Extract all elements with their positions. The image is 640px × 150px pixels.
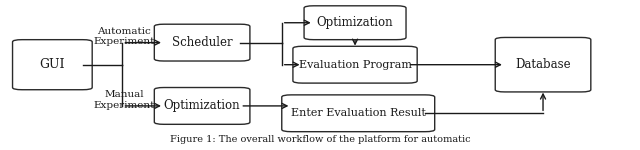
- Text: Optimization: Optimization: [317, 16, 394, 29]
- Text: Manual
Experiment: Manual Experiment: [93, 90, 155, 110]
- Text: Scheduler: Scheduler: [172, 36, 232, 49]
- FancyBboxPatch shape: [304, 6, 406, 40]
- Text: Figure 1: The overall workflow of the platform for automatic: Figure 1: The overall workflow of the pl…: [170, 135, 470, 144]
- Text: GUI: GUI: [40, 58, 65, 71]
- Text: Optimization: Optimization: [164, 99, 241, 112]
- Text: Automatic
Experiment: Automatic Experiment: [93, 27, 155, 46]
- FancyBboxPatch shape: [154, 24, 250, 61]
- Text: Evaluation Program: Evaluation Program: [298, 60, 412, 70]
- FancyBboxPatch shape: [282, 95, 435, 132]
- Text: Enter Evaluation Result: Enter Evaluation Result: [291, 108, 426, 118]
- Text: Database: Database: [515, 58, 571, 71]
- FancyBboxPatch shape: [13, 40, 92, 90]
- FancyBboxPatch shape: [293, 46, 417, 83]
- FancyBboxPatch shape: [495, 38, 591, 92]
- FancyBboxPatch shape: [154, 87, 250, 124]
